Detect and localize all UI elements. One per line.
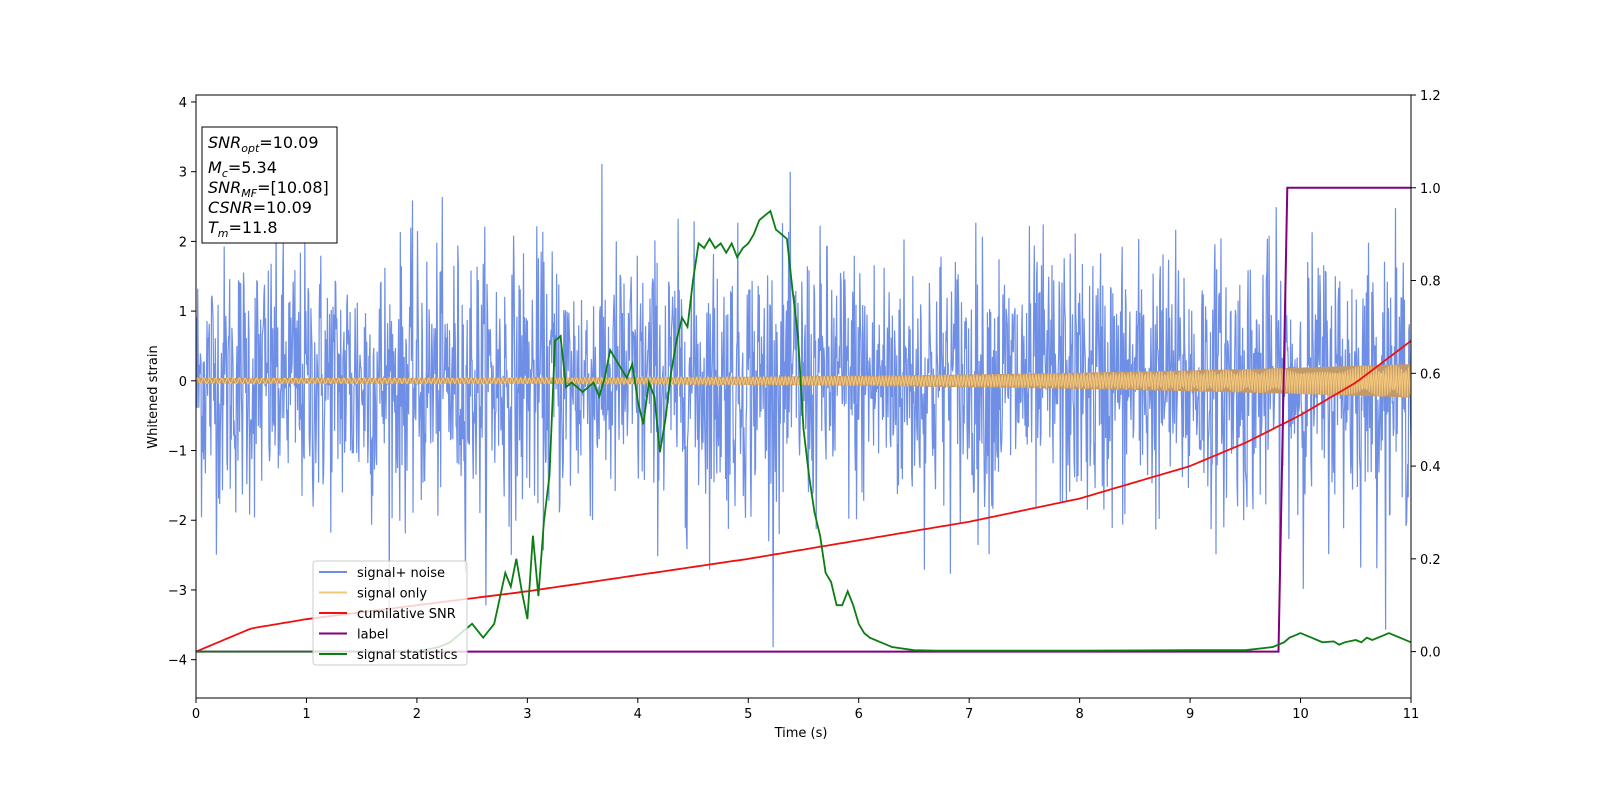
x-tick-label: 0 xyxy=(192,707,200,722)
x-tick-label: 10 xyxy=(1292,707,1309,722)
x-tick-label: 4 xyxy=(634,707,642,722)
y-tick-label-right: 0.2 xyxy=(1420,553,1441,568)
series-signal-noise-line xyxy=(196,163,1411,648)
legend-label: cumilative SNR xyxy=(357,607,456,622)
y-tick-label-left: −1 xyxy=(168,445,187,460)
series-label-line xyxy=(196,186,1411,653)
annotation-box: SNRopt=10.09 Mc=5.34SNRMF=[10.08]CSNR=10.… xyxy=(201,126,338,244)
series-signal-only-fill xyxy=(196,364,1411,398)
y-tick-label-left: −3 xyxy=(168,584,187,599)
x-tick-label: 5 xyxy=(744,707,752,722)
x-axis-label: Time (s) xyxy=(774,726,828,741)
annotation-line: Tm=11.8 xyxy=(208,218,278,240)
y-tick-label-right: 0.4 xyxy=(1420,460,1441,475)
y-tick-label-left: 1 xyxy=(179,305,187,320)
x-tick-label: 2 xyxy=(413,707,421,722)
legend-label: signal+ noise xyxy=(357,566,445,581)
legend: signal+ noise signal only cumilative SNR la… xyxy=(312,560,468,666)
x-tick-label: 3 xyxy=(523,707,531,722)
legend-label: signal only xyxy=(357,587,427,602)
annotation-line: Mc=5.34 xyxy=(208,158,277,180)
x-tick-label: 11 xyxy=(1403,707,1420,722)
x-tick-label: 7 xyxy=(965,707,973,722)
series-signal-only-line xyxy=(196,364,1411,398)
y-tick-label-right: 1.0 xyxy=(1420,182,1441,197)
annotation-line: CSNR=10.09 xyxy=(208,198,312,217)
y-tick-label-left: −2 xyxy=(168,514,187,529)
x-tick-label: 8 xyxy=(1075,707,1083,722)
y-tick-label-left: −4 xyxy=(168,654,187,669)
y-tick-label-right: 1.2 xyxy=(1420,89,1441,104)
axes-frame xyxy=(195,94,1412,699)
y-axis-label: Whitened strain xyxy=(146,345,161,448)
y-tick-label-right: 0.8 xyxy=(1420,275,1441,290)
y-tick-label-right: 0.0 xyxy=(1420,646,1441,661)
y-tick-label-left: 4 xyxy=(179,96,187,111)
y-axis-right: 0.0 0.2 0.4 0.6 0.8 1.0 1.2 xyxy=(1411,89,1441,661)
series-signal-statistics-line xyxy=(196,209,1411,653)
x-axis: 0 1 2 3 4 5 6 7 8 9 10 11 xyxy=(192,698,1419,722)
x-tick-label: 9 xyxy=(1186,707,1194,722)
y-tick-label-left: 2 xyxy=(179,235,187,250)
y-tick-label-left: 3 xyxy=(179,166,187,181)
x-tick-label: 1 xyxy=(302,707,310,722)
y-axis-left: −4 −3 −2 −1 0 1 2 3 4 xyxy=(168,96,196,669)
legend-label: label xyxy=(357,628,388,643)
y-tick-label-left: 0 xyxy=(179,375,187,390)
annotation-line: SNRMF=[10.08] xyxy=(208,178,329,200)
annotation-line: SNRopt=10.09 xyxy=(208,133,319,155)
legend-label: signal statistics xyxy=(357,648,458,663)
y-tick-label-right: 0.6 xyxy=(1420,367,1441,382)
x-tick-label: 6 xyxy=(855,707,863,722)
